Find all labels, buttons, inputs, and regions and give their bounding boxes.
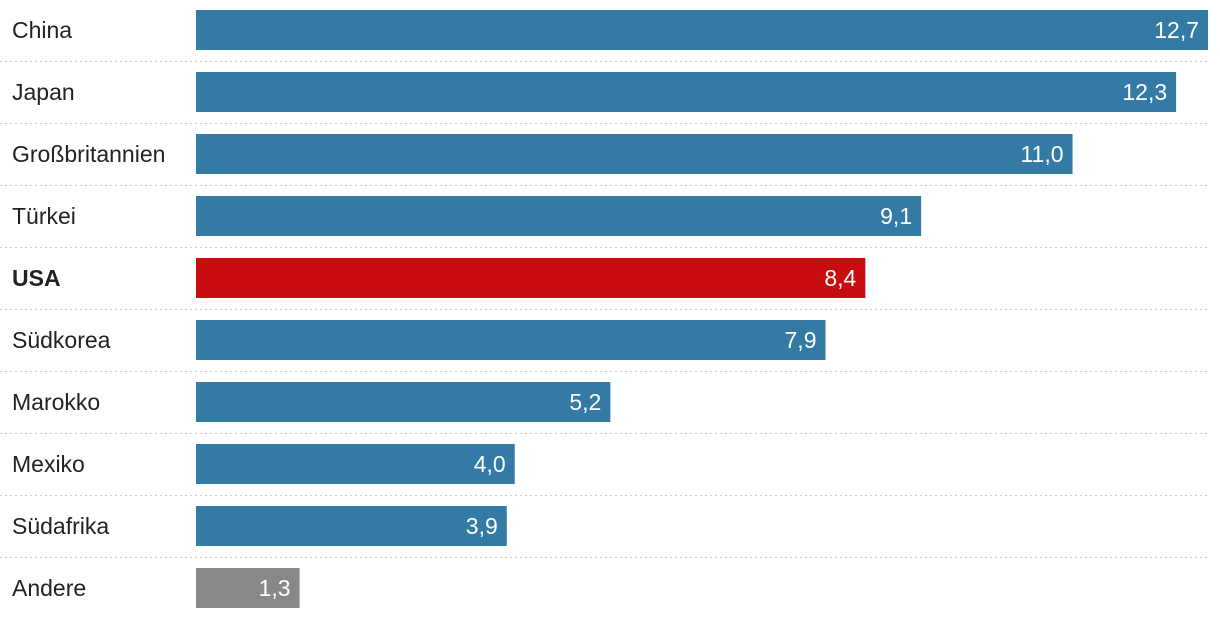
category-label-usa: USA [12, 265, 61, 291]
bar-sudafrika [196, 506, 507, 546]
value-label-sudkorea: 7,9 [785, 327, 817, 353]
value-label-usa: 8,4 [824, 265, 856, 291]
category-label-turkei: Türkei [12, 203, 76, 229]
category-label-mexiko: Mexiko [12, 451, 85, 477]
bar-andere [196, 568, 300, 608]
category-label-marokko: Marokko [12, 389, 100, 415]
value-label-turkei: 9,1 [880, 203, 912, 229]
category-label-china: China [12, 17, 72, 43]
category-label-andere: Andere [12, 575, 86, 601]
bar-china [196, 10, 1208, 50]
bar-grossbritannien [196, 134, 1073, 174]
value-label-china: 12,7 [1154, 17, 1199, 43]
category-label-sudafrika: Südafrika [12, 513, 109, 539]
bar-usa [196, 258, 866, 298]
category-label-sudkorea: Südkorea [12, 327, 111, 353]
category-label-grossbritannien: Großbritannien [12, 141, 165, 167]
category-label-japan: Japan [12, 79, 75, 105]
bar-marokko [196, 382, 611, 422]
value-label-grossbritannien: 11,0 [1020, 141, 1063, 167]
value-label-japan: 12,3 [1122, 79, 1167, 105]
bar-japan [196, 72, 1177, 112]
bar-turkei [196, 196, 922, 236]
bar-mexiko [196, 444, 515, 484]
bar-sudkorea [196, 320, 826, 360]
value-label-mexiko: 4,0 [474, 451, 506, 477]
value-label-sudafrika: 3,9 [466, 513, 498, 539]
value-label-marokko: 5,2 [569, 389, 601, 415]
value-label-andere: 1,3 [259, 575, 291, 601]
